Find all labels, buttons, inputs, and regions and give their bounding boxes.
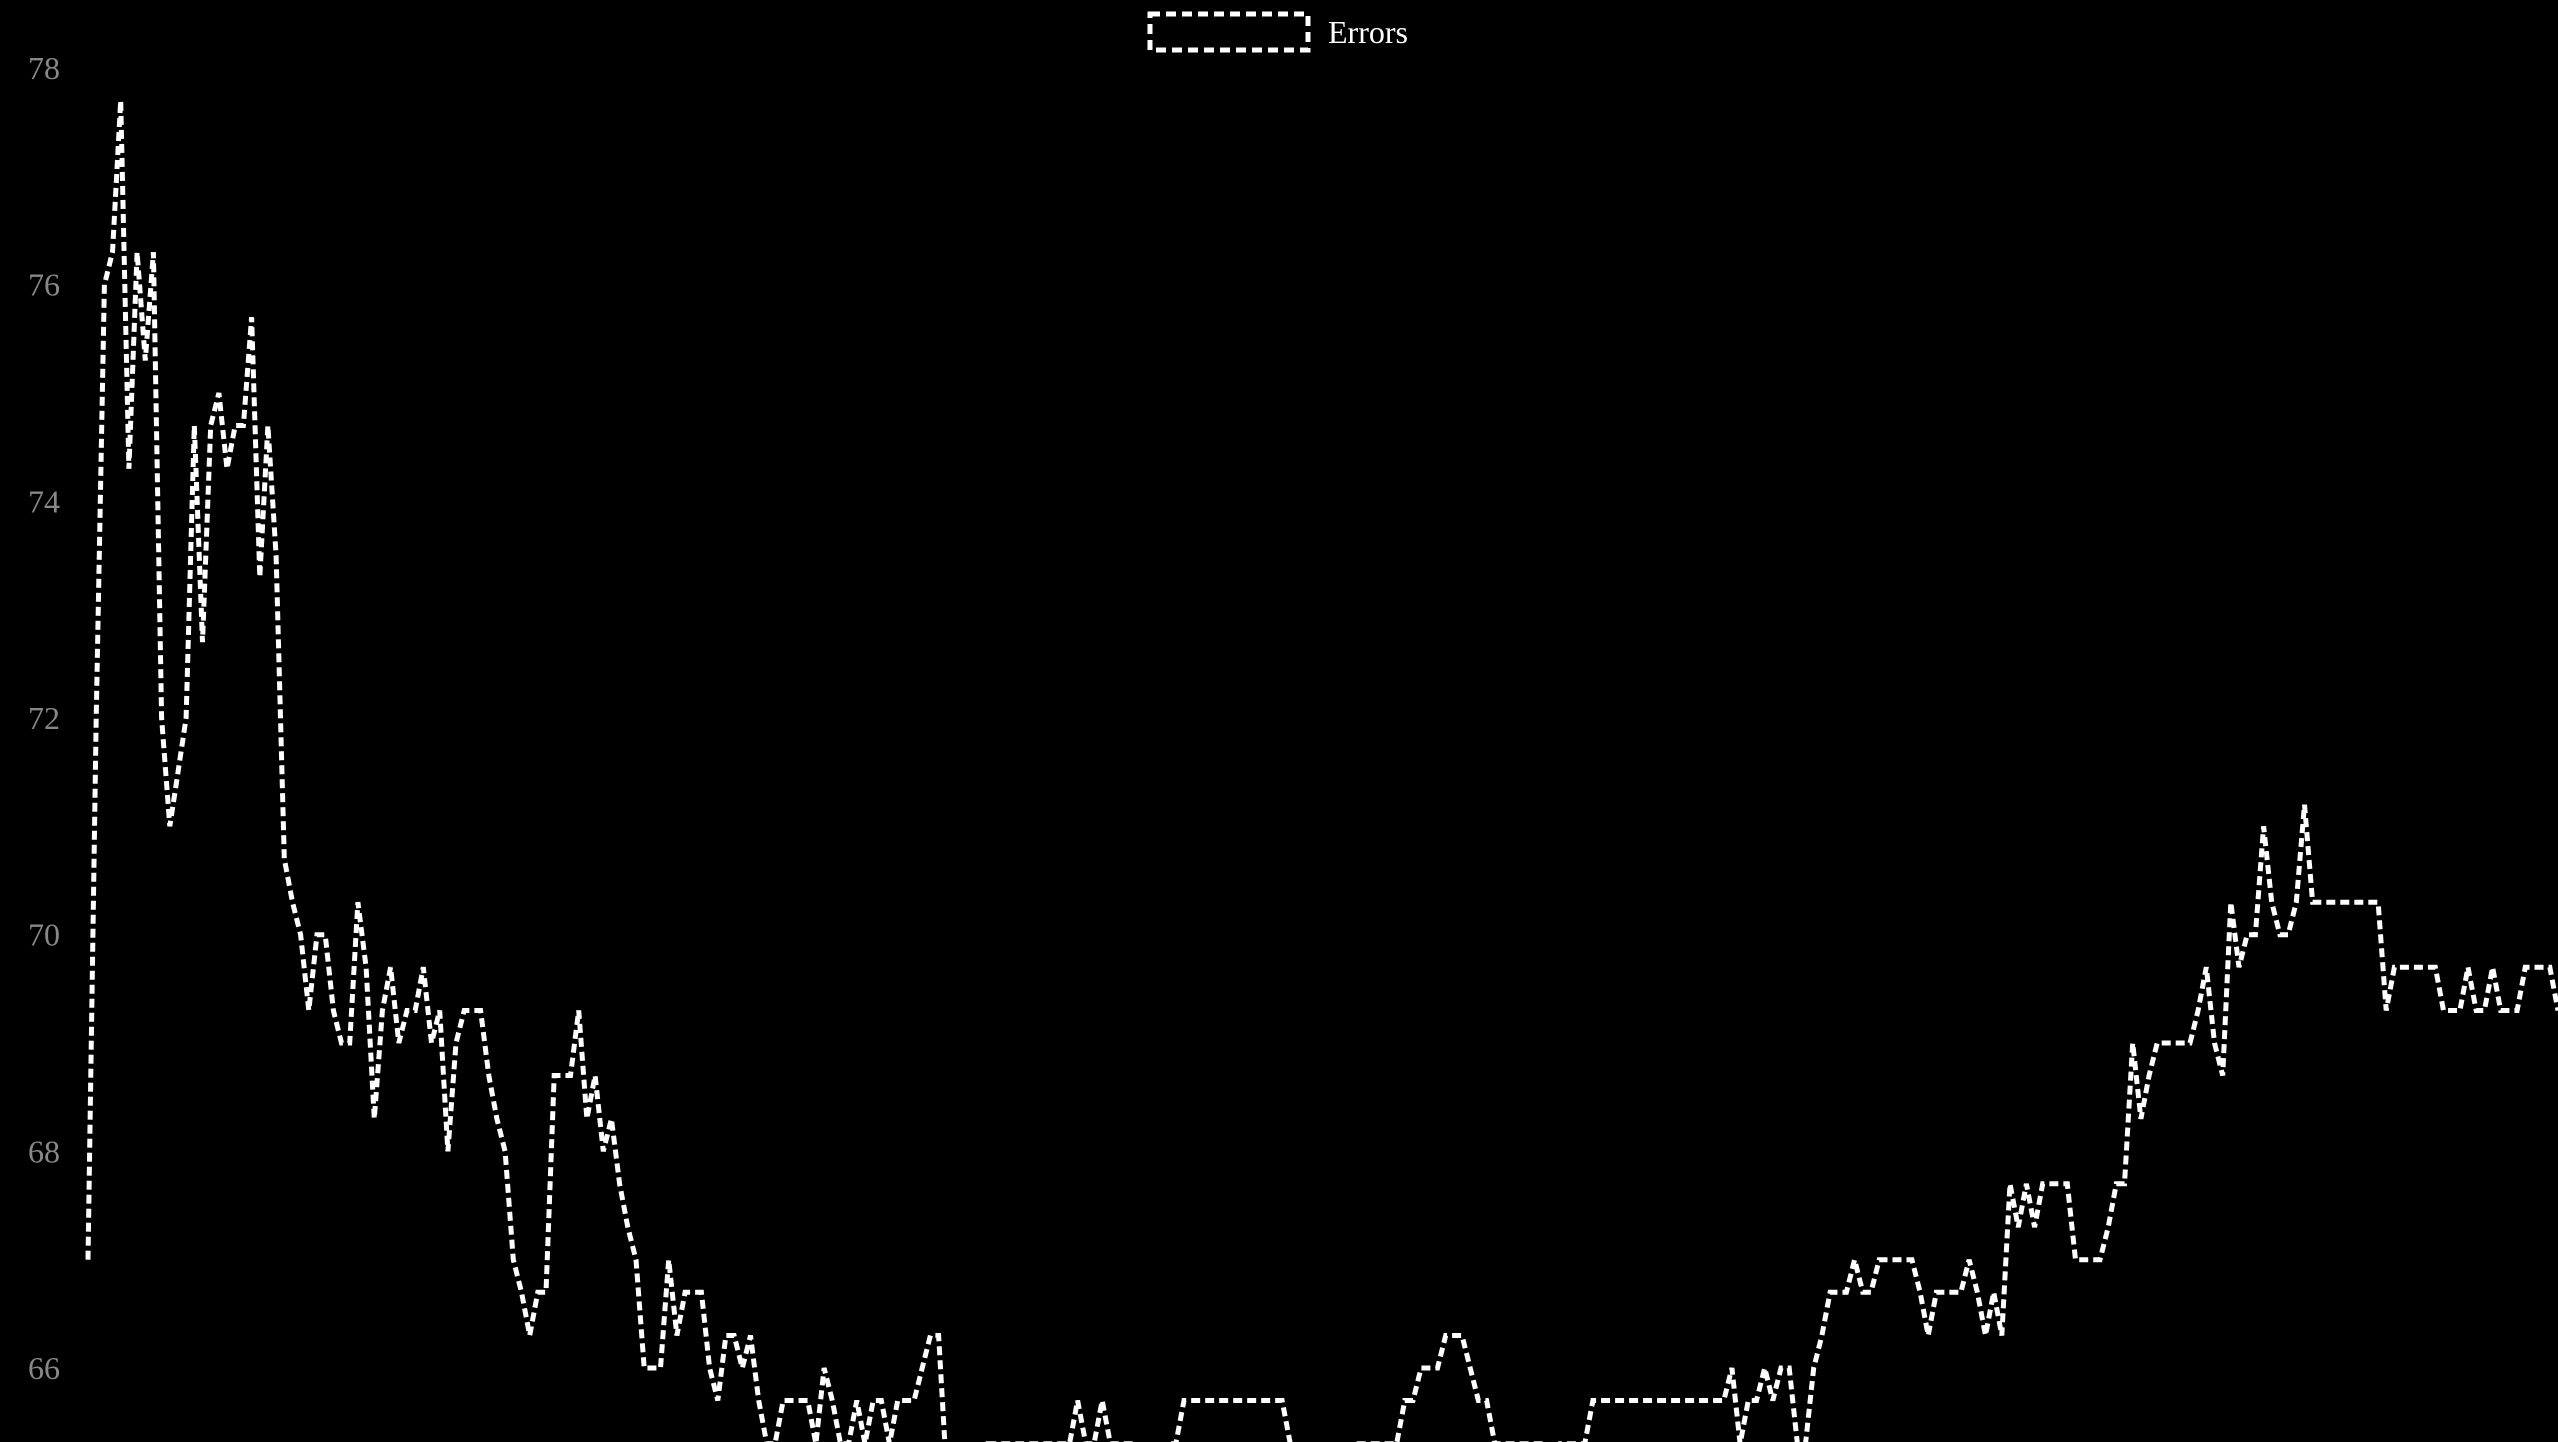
legend-label: Errors bbox=[1328, 14, 1408, 50]
y-tick-label-76: 76 bbox=[28, 267, 60, 303]
y-tick-label-72: 72 bbox=[28, 700, 60, 736]
y-tick-label-74: 74 bbox=[28, 483, 60, 519]
y-tick-label-66: 66 bbox=[28, 1350, 60, 1386]
y-tick-label-68: 68 bbox=[28, 1133, 60, 1169]
y-tick-label-70: 70 bbox=[28, 917, 60, 953]
plot-area bbox=[85, 100, 2558, 1442]
legend-swatch bbox=[1147, 11, 1311, 53]
y-tick-label-78: 78 bbox=[28, 50, 60, 86]
legend: Errors bbox=[1147, 11, 1408, 53]
y-axis-ticks: 66 68 70 72 74 76 78 bbox=[28, 50, 60, 1386]
series-line-0 bbox=[85, 100, 2558, 1442]
